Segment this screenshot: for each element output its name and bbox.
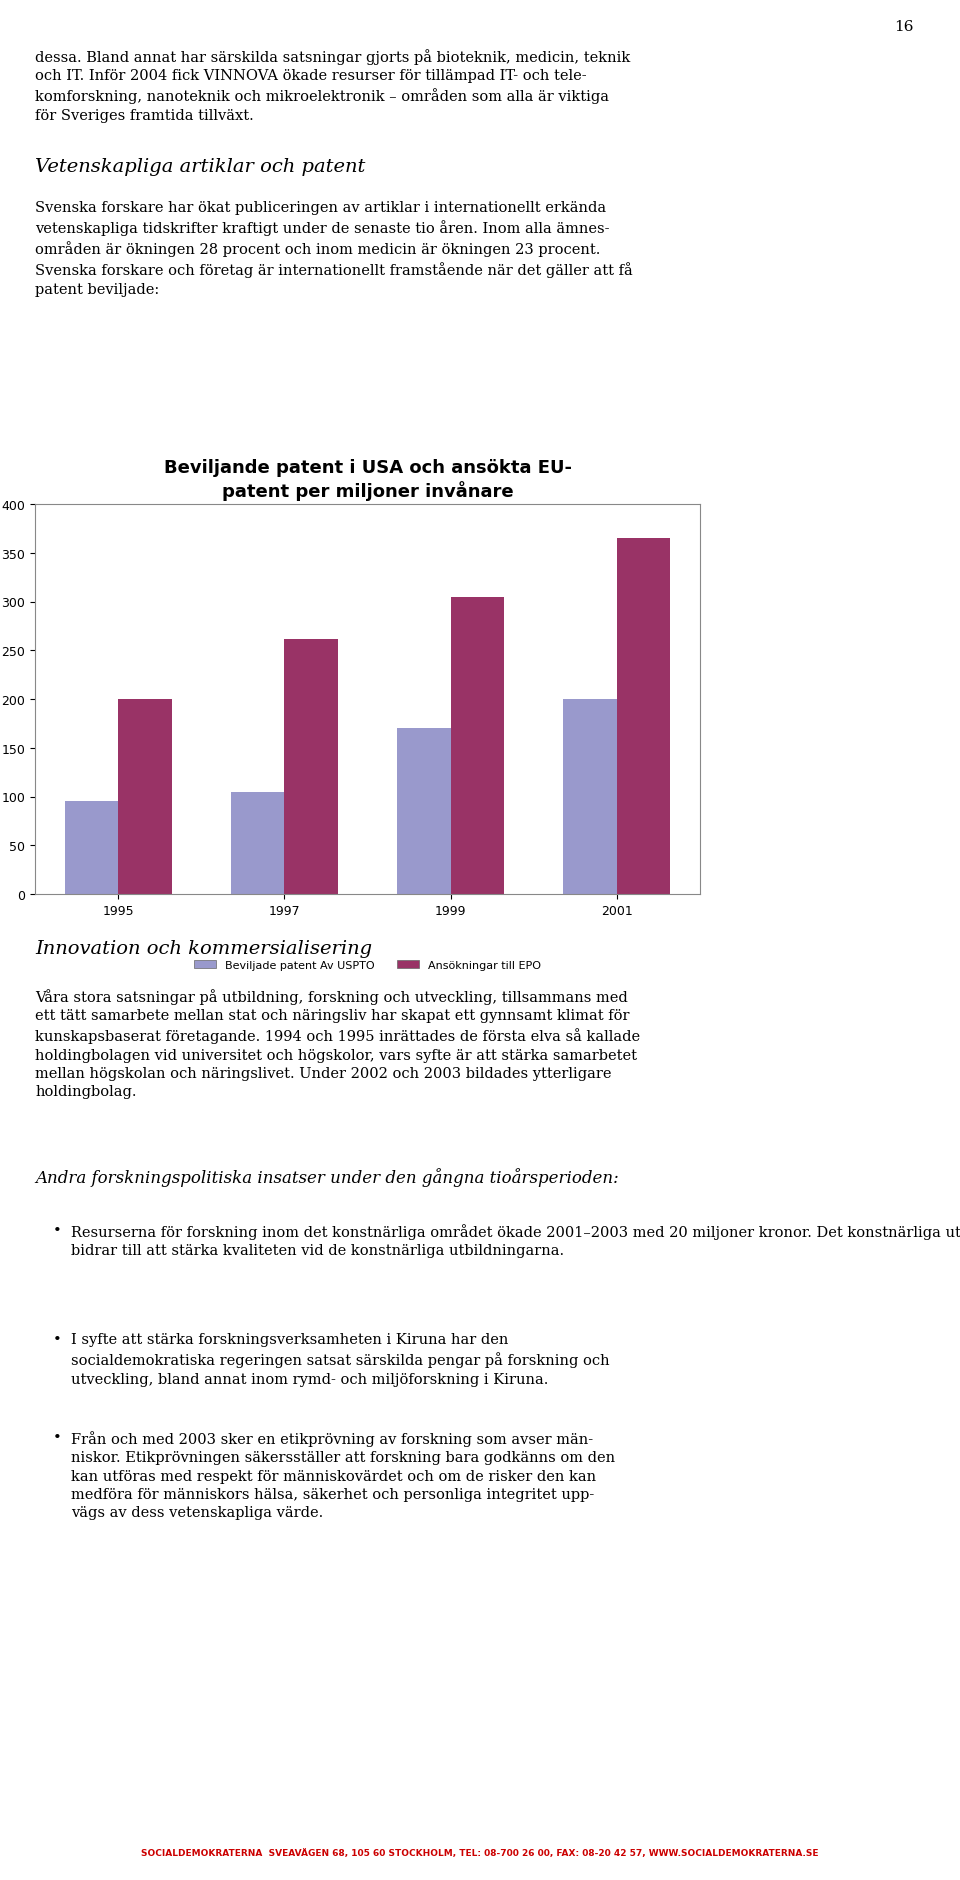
Bar	[564, 699, 616, 895]
Title: Beviljande patent i USA och ansökta EU-
patent per miljoner invånare: Beviljande patent i USA och ansökta EU- …	[163, 459, 571, 500]
Text: 16: 16	[895, 19, 914, 34]
Bar	[65, 803, 118, 895]
Text: Svenska forskare har ökat publiceringen av artiklar i internationellt erkända
ve: Svenska forskare har ökat publiceringen …	[35, 201, 633, 297]
Text: Våra stora satsningar på utbildning, forskning och utveckling, tillsammans med
e: Våra stora satsningar på utbildning, for…	[35, 989, 640, 1098]
Bar	[284, 639, 338, 895]
Legend: Beviljade patent Av USPTO, Ansökningar till EPO: Beviljade patent Av USPTO, Ansökningar t…	[189, 955, 545, 974]
Bar	[231, 791, 284, 895]
Bar	[450, 598, 504, 895]
Text: •: •	[52, 1224, 61, 1237]
Text: dessa. Bland annat har särskilda satsningar gjorts på bioteknik, medicin, teknik: dessa. Bland annat har särskilda satsnin…	[35, 49, 631, 122]
Text: I syfte att stärka forskningsverksamheten i Kiruna har den
socialdemokratiska re: I syfte att stärka forskningsverksamhete…	[71, 1333, 611, 1386]
Text: Innovation och kommersialisering: Innovation och kommersialisering	[35, 940, 372, 957]
Bar	[118, 699, 172, 895]
Text: Från och med 2003 sker en etikprövning av forskning som avser män-
niskor. Etikp: Från och med 2003 sker en etikprövning a…	[71, 1431, 615, 1519]
Bar	[616, 540, 670, 895]
Text: •: •	[52, 1431, 61, 1444]
Text: SOCIALDEMOKRATERNA  SVEAVÄGEN 68, 105 60 STOCKHOLM, TEL: 08-700 26 00, FAX: 08-2: SOCIALDEMOKRATERNA SVEAVÄGEN 68, 105 60 …	[141, 1848, 819, 1857]
Bar	[397, 729, 450, 895]
Text: Resurserna för forskning inom det konstnärliga området ökade 2001–2003 med 20 mi: Resurserna för forskning inom det konstn…	[71, 1224, 960, 1258]
Text: Andra forskningspolitiska insatser under den gångna tioårsperioden:: Andra forskningspolitiska insatser under…	[35, 1167, 619, 1186]
Text: Vetenskapliga artiklar och patent: Vetenskapliga artiklar och patent	[35, 158, 366, 177]
Text: •: •	[52, 1333, 61, 1346]
